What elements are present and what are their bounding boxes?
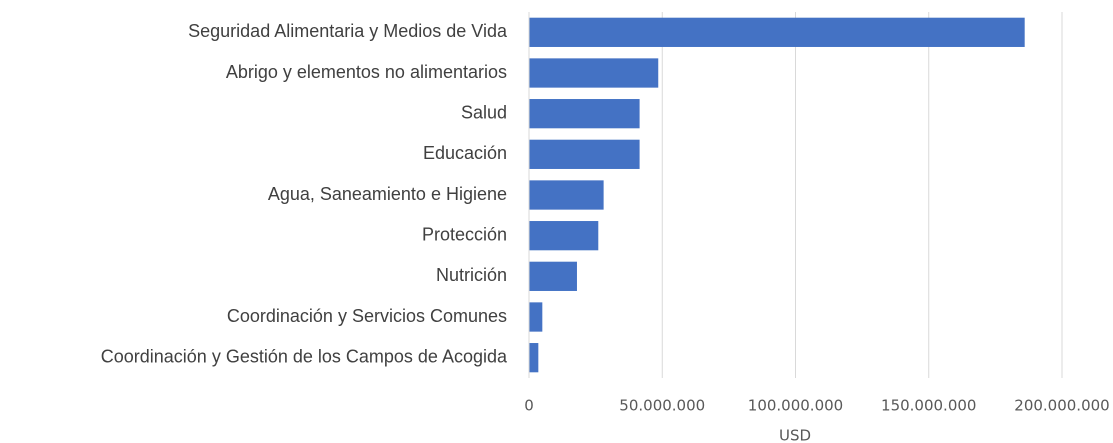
y-tick-label: Nutrición bbox=[436, 265, 507, 285]
y-tick-label: Educación bbox=[423, 143, 507, 163]
bar bbox=[529, 99, 640, 129]
bar bbox=[529, 58, 659, 88]
y-tick-label: Coordinación y Gestión de los Campos de … bbox=[101, 346, 508, 366]
y-tick-label: Protección bbox=[422, 224, 507, 244]
bar bbox=[529, 221, 599, 251]
x-tick-label: 100.000.000 bbox=[748, 397, 843, 415]
x-tick-label: 150.000.000 bbox=[881, 397, 976, 415]
x-tick-label: 200.000.000 bbox=[1014, 397, 1109, 415]
x-tick-label: 50.000.000 bbox=[619, 397, 705, 415]
y-tick-label: Coordinación y Servicios Comunes bbox=[227, 306, 507, 326]
x-tick-label: 0 bbox=[524, 397, 534, 415]
y-tick-label: Abrigo y elementos no alimentarios bbox=[226, 62, 507, 82]
bar bbox=[529, 139, 640, 169]
bar bbox=[529, 343, 539, 373]
x-axis-label: USD bbox=[779, 427, 811, 443]
bar bbox=[529, 180, 604, 210]
y-tick-label: Seguridad Alimentaria y Medios de Vida bbox=[188, 21, 508, 41]
bar bbox=[529, 17, 1025, 47]
bar bbox=[529, 261, 577, 291]
y-tick-label: Agua, Saneamiento e Higiene bbox=[268, 184, 507, 204]
bar bbox=[529, 302, 543, 332]
y-tick-label: Salud bbox=[461, 102, 507, 122]
